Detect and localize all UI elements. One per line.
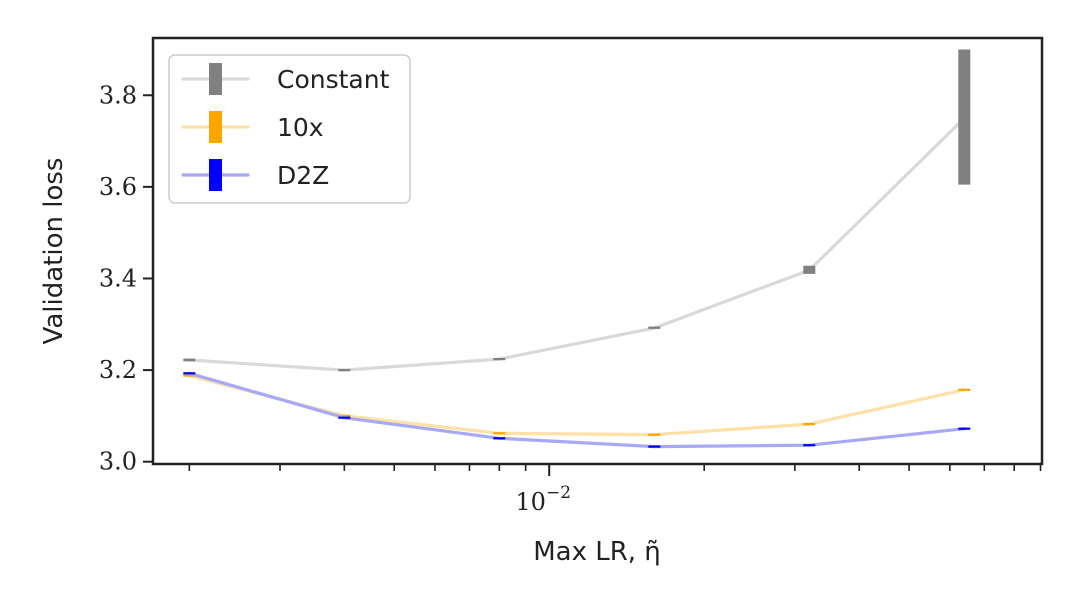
error-bar-constant <box>183 358 196 362</box>
error-bar-d2z <box>338 416 351 419</box>
error-bar-d2z <box>183 372 196 375</box>
series-line-d2z <box>187 371 966 449</box>
y-tick-label: 3.6 <box>99 173 137 201</box>
x-tick-label: 10−2 <box>515 483 571 516</box>
legend-frame <box>168 54 411 204</box>
y-tick-label: 3.8 <box>99 81 137 109</box>
error-bar-10x <box>803 423 816 426</box>
legend-marker-10x <box>209 111 222 143</box>
legend-entry-10x: 10x <box>181 111 324 143</box>
ticks-layer: 3.0 3.2 3.4 3.6 3.8 10−2 <box>99 81 1042 516</box>
error-bar-10x <box>338 414 351 417</box>
y-tick-label: 3.2 <box>99 356 137 384</box>
legend-label-d2z: D2Z <box>277 161 329 190</box>
series-layer <box>183 49 971 449</box>
axes-frame <box>151 36 1044 466</box>
legend-entry-d2z: D2Z <box>181 159 329 191</box>
legend: Constant 10x D2Z <box>168 54 411 204</box>
error-bar-constant <box>648 326 661 329</box>
x-axis-label: Max LR, η̃ <box>533 537 661 567</box>
error-bar-10x <box>493 432 506 435</box>
legend-marker-constant <box>209 63 222 95</box>
error-bar-constant <box>338 369 351 372</box>
error-bar-10x <box>648 433 661 436</box>
series-constant <box>183 49 971 372</box>
legend-marker-d2z <box>209 159 222 191</box>
legend-label-10x: 10x <box>277 113 324 142</box>
error-bar-d2z <box>803 444 816 447</box>
series-d2z <box>183 371 971 449</box>
error-bar-constant <box>958 49 971 185</box>
error-bar-d2z <box>958 427 971 430</box>
error-bar-d2z <box>648 445 661 448</box>
y-tick-label: 3.0 <box>99 448 137 476</box>
legend-label-constant: Constant <box>277 65 390 94</box>
error-bar-d2z <box>493 437 506 440</box>
y-axis-label: Validation loss <box>39 158 69 345</box>
error-bar-10x <box>183 374 196 377</box>
error-bar-constant <box>493 358 506 361</box>
legend-entry-constant: Constant <box>181 63 390 95</box>
y-tick-label: 3.4 <box>99 264 137 292</box>
error-bar-10x <box>958 388 971 391</box>
error-bar-constant <box>803 265 816 274</box>
series-line-constant <box>187 116 966 372</box>
